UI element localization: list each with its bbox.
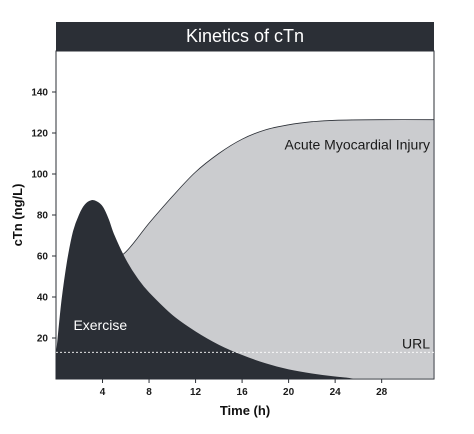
y-tick-label: 100 (31, 170, 48, 181)
x-tick-label: 24 (330, 387, 342, 398)
y-tick-label: 140 (31, 88, 48, 99)
chart-title: Kinetics of cTn (186, 26, 304, 46)
url-label: URL (402, 335, 430, 351)
x-tick-label: 20 (283, 387, 295, 398)
x-tick-label: 4 (100, 387, 106, 398)
y-axis-title: cTn (ng/L) (10, 184, 25, 247)
x-tick-label: 12 (190, 387, 202, 398)
area-layer (55, 119, 435, 380)
y-tick-label: 20 (37, 334, 49, 345)
y-tick-label: 60 (37, 252, 49, 263)
exercise-label: Exercise (73, 317, 127, 333)
y-tick-label: 120 (31, 129, 48, 140)
x-tick-label: 28 (376, 387, 388, 398)
title-bar (56, 22, 434, 51)
y-tick-label: 80 (37, 211, 49, 222)
reference-line-layer: URL (56, 335, 434, 353)
exercise-area (55, 200, 353, 380)
y-tick-layer: 20 40 60 80 100 120 140 (31, 88, 56, 345)
x-tick-label: 8 (146, 387, 152, 398)
y-tick-label: 40 (37, 293, 49, 304)
x-tick-layer: 4 8 12 16 20 24 28 (100, 379, 388, 398)
x-tick-label: 16 (237, 387, 249, 398)
series-label-layer: Exercise Acute Myocardial Injury (73, 136, 430, 332)
acute-myocardial-injury-label: Acute Myocardial Injury (284, 136, 430, 152)
acute-myocardial-injury-area (102, 119, 435, 380)
x-axis-title: Time (h) (220, 403, 270, 418)
